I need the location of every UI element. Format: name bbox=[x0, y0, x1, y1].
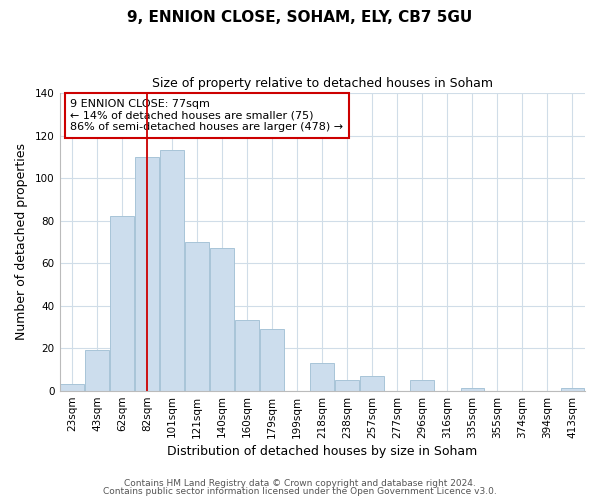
Bar bbox=[235, 320, 259, 390]
Bar bbox=[335, 380, 359, 390]
Bar bbox=[211, 248, 234, 390]
Bar bbox=[310, 363, 334, 390]
Title: Size of property relative to detached houses in Soham: Size of property relative to detached ho… bbox=[152, 78, 493, 90]
Bar bbox=[160, 150, 184, 390]
X-axis label: Distribution of detached houses by size in Soham: Distribution of detached houses by size … bbox=[167, 444, 478, 458]
Bar bbox=[110, 216, 134, 390]
Text: 9, ENNION CLOSE, SOHAM, ELY, CB7 5GU: 9, ENNION CLOSE, SOHAM, ELY, CB7 5GU bbox=[127, 10, 473, 25]
Y-axis label: Number of detached properties: Number of detached properties bbox=[15, 144, 28, 340]
Bar bbox=[410, 380, 434, 390]
Bar bbox=[560, 388, 584, 390]
Bar bbox=[260, 329, 284, 390]
Text: 9 ENNION CLOSE: 77sqm
← 14% of detached houses are smaller (75)
86% of semi-deta: 9 ENNION CLOSE: 77sqm ← 14% of detached … bbox=[70, 99, 343, 132]
Bar bbox=[85, 350, 109, 391]
Text: Contains HM Land Registry data © Crown copyright and database right 2024.: Contains HM Land Registry data © Crown c… bbox=[124, 478, 476, 488]
Text: Contains public sector information licensed under the Open Government Licence v3: Contains public sector information licen… bbox=[103, 487, 497, 496]
Bar bbox=[135, 157, 159, 390]
Bar bbox=[185, 242, 209, 390]
Bar bbox=[361, 376, 384, 390]
Bar bbox=[461, 388, 484, 390]
Bar bbox=[60, 384, 84, 390]
